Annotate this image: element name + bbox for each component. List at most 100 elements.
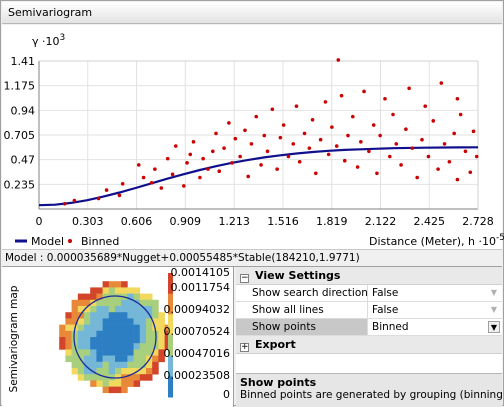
- binned-point: [388, 154, 392, 159]
- map-cell: [96, 349, 103, 356]
- collapse-icon[interactable]: −: [240, 273, 249, 283]
- binned-point: [249, 142, 254, 146]
- binned-point: [468, 170, 473, 175]
- map-cell: [164, 330, 172, 338]
- map-cell: [90, 306, 97, 313]
- map-cell: [90, 299, 97, 307]
- map-cell: [102, 361, 110, 369]
- map-cell: [90, 324, 97, 332]
- map-cell: [71, 299, 79, 307]
- map-cell: [139, 374, 147, 381]
- map-cell: [164, 337, 172, 344]
- semivariogram-chart[interactable]: 0.235 0.47 0.705 0.94 1.175 1.41 0 0.303 0.606 0.…: [2, 25, 502, 249]
- model-equation: Model : 0.000035689*Nugget+0.00055485*St…: [2, 249, 502, 265]
- binned-point: [410, 146, 415, 150]
- map-cell: [102, 330, 110, 338]
- map-cell: [65, 349, 72, 356]
- map-cell: [84, 318, 91, 325]
- binned-point: [275, 167, 279, 171]
- map-cell: [139, 355, 147, 363]
- binned-point: [375, 171, 379, 176]
- map-cell: [102, 324, 110, 332]
- binned-point: [72, 198, 77, 203]
- expand-icon[interactable]: +: [240, 342, 249, 352]
- scale-swatch: [168, 376, 173, 398]
- map-cell: [77, 293, 85, 301]
- section-export[interactable]: + Export: [236, 336, 502, 354]
- map-cell: [121, 380, 128, 387]
- property-row-show-points[interactable]: Show points Binned ▼: [236, 319, 502, 336]
- map-cell: [127, 374, 134, 381]
- map-cell: [158, 337, 165, 344]
- property-row-show-all-lines[interactable]: Show all lines False ▼: [236, 302, 502, 319]
- map-cell: [127, 355, 134, 363]
- binned-point: [423, 104, 428, 108]
- binned-point: [330, 125, 334, 129]
- chevron-down-icon[interactable]: ▼: [490, 288, 498, 297]
- map-cell: [115, 281, 122, 288]
- y-tick-label: 0.705: [4, 129, 36, 142]
- property-name: Show points: [236, 319, 368, 335]
- map-cell: [146, 324, 153, 332]
- chevron-down-icon[interactable]: ▼: [488, 321, 500, 333]
- map-cell: [65, 337, 72, 344]
- binned-point: [339, 93, 344, 98]
- scale-swatch: [168, 314, 173, 336]
- map-cell: [77, 312, 85, 319]
- map-cell: [71, 330, 79, 338]
- property-row-show-search-direction[interactable]: Show search direction False ▼: [236, 285, 502, 302]
- binned-point: [336, 58, 341, 62]
- binned-point: [198, 175, 202, 180]
- map-cell: [133, 299, 141, 307]
- scale-label: 0: [223, 388, 230, 401]
- map-cell: [77, 355, 85, 363]
- binned-point: [452, 131, 456, 136]
- map-cell: [158, 349, 165, 356]
- map-cell: [59, 337, 66, 344]
- binned-point: [214, 131, 218, 136]
- map-cell: [96, 324, 103, 332]
- binned-point: [458, 112, 463, 117]
- description-text: Binned points are generated by grouping …: [240, 389, 502, 401]
- semivariogram-map-panel[interactable]: Semivariogram map 0.0014105 0.0011754 0.00…: [2, 267, 234, 407]
- scale-swatch: [168, 335, 173, 357]
- binned-point: [141, 175, 146, 180]
- binned-point: [463, 149, 468, 154]
- map-cell: [77, 349, 85, 356]
- map-cell: [133, 306, 141, 313]
- map-cell: [139, 306, 147, 313]
- map-cell: [102, 337, 110, 344]
- map-cell: [121, 287, 128, 294]
- property-value[interactable]: False ▼: [368, 285, 502, 301]
- map-cell: [108, 386, 116, 394]
- chevron-down-icon[interactable]: ▼: [490, 305, 498, 314]
- map-cell: [152, 312, 159, 319]
- scale-swatch: [168, 293, 173, 315]
- binned-point: [227, 121, 231, 125]
- binned-point: [394, 142, 399, 146]
- map-cell: [115, 361, 122, 369]
- property-value[interactable]: Binned ▼: [368, 319, 502, 335]
- x-tick-label: 0: [36, 215, 43, 228]
- binned-point: [222, 146, 226, 150]
- x-tick-label: 0.303: [72, 215, 104, 228]
- binned-point: [201, 156, 205, 161]
- map-cell: [84, 324, 91, 332]
- section-view-settings[interactable]: − View Settings: [236, 267, 502, 285]
- map-cell: [146, 368, 153, 375]
- map-cell: [84, 306, 91, 313]
- binned-point: [318, 137, 323, 142]
- y-tick-label: 0.47: [11, 154, 36, 167]
- map-cell: [102, 355, 110, 363]
- map-cell: [133, 374, 141, 381]
- property-value[interactable]: False ▼: [368, 302, 502, 318]
- map-cell: [133, 349, 141, 356]
- binned-point: [217, 169, 222, 174]
- binned-point: [455, 177, 460, 182]
- scale-swatch: [168, 273, 173, 295]
- panel-title-text: Semivariogram: [8, 6, 93, 19]
- map-cell: [65, 318, 72, 325]
- map-cell: [115, 355, 122, 363]
- binned-point: [407, 86, 411, 91]
- binned-point: [297, 159, 302, 164]
